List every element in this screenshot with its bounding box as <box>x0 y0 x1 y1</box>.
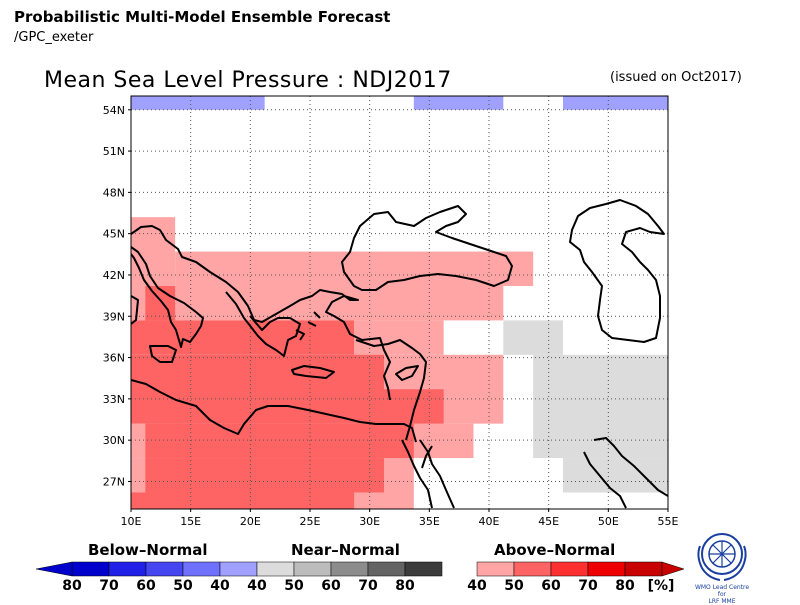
region-near-40 <box>562 458 668 493</box>
coastlines <box>131 199 668 509</box>
lon-tick-label: 10E <box>121 515 142 528</box>
lat-tick-label: 30N <box>103 434 125 447</box>
legend-swatch <box>293 561 332 577</box>
legend-swatch <box>513 561 552 577</box>
legend-swatch <box>587 561 626 577</box>
legend-swatch <box>145 561 184 577</box>
region-above-50 <box>131 492 355 509</box>
legend-above-label: 40 <box>467 578 487 594</box>
legend-below-title: Below–Normal <box>88 541 208 559</box>
coast-levant <box>355 339 427 441</box>
legend-swatch <box>108 561 147 577</box>
lon-tick-label: 50E <box>598 515 619 528</box>
lon-tick-label: 25E <box>300 515 321 528</box>
lat-tick-label: 42N <box>103 269 125 282</box>
legend-swatch <box>624 561 663 577</box>
lon-tick-label: 15E <box>180 515 201 528</box>
region-above-50 <box>131 320 355 355</box>
legend-below-label: 50 <box>173 578 193 594</box>
legend-swatch <box>182 561 221 577</box>
lon-tick-label: 40E <box>479 515 500 528</box>
legend-swatch <box>219 561 258 577</box>
legend-swatch <box>330 561 369 577</box>
coast-persian-gulf <box>583 437 668 509</box>
coast-sicily <box>149 345 177 363</box>
legend-above-label: 80 <box>615 578 635 594</box>
legend-below-label: 70 <box>99 578 119 594</box>
legend-swatch <box>367 561 406 577</box>
lat-tick-label: 54N <box>103 104 125 117</box>
coast-greece <box>225 291 301 357</box>
wmo-logo <box>690 526 754 598</box>
legend-near-label: 50 <box>284 578 304 594</box>
map-frame <box>130 95 669 510</box>
legend-near-title: Near–Normal <box>291 541 400 559</box>
legend-near-label: 80 <box>395 578 415 594</box>
coast-sardinia <box>131 295 139 325</box>
legend-arrow <box>661 561 685 577</box>
region-near-40 <box>533 354 668 459</box>
legend-near-label: 40 <box>247 578 267 594</box>
product-source: /GPC_exeter <box>14 30 94 45</box>
region-above-50 <box>145 458 384 493</box>
legend-swatch <box>550 561 589 577</box>
legend-swatch <box>476 561 515 577</box>
lon-tick-label: 45E <box>538 515 559 528</box>
lon-tick-label: 55E <box>658 515 679 528</box>
legend-below-label: 80 <box>62 578 82 594</box>
coast-italy <box>131 246 204 348</box>
region-near-40 <box>503 320 563 355</box>
lat-tick-label: 45N <box>103 228 125 241</box>
lat-tick-label: 33N <box>103 393 125 406</box>
legend-arrow <box>35 561 73 577</box>
lon-tick-label: 35E <box>419 515 440 528</box>
lat-tick-label: 51N <box>103 145 125 158</box>
legend-above-bar <box>476 561 685 577</box>
coast-red-sea <box>401 439 455 509</box>
legend-above-label: 70 <box>578 578 598 594</box>
axis-labels: 54N 51N 48N 45N 42N 39N 36N 33N 30N 27N 10E 15E 20E 2… <box>103 104 679 528</box>
legend-above-title: Above–Normal <box>494 541 616 559</box>
coast-north-africa <box>131 379 417 443</box>
legend-above-label: 60 <box>541 578 561 594</box>
coast-adriatic-east <box>131 225 391 401</box>
region-above-40 <box>354 320 444 355</box>
region-below-40 <box>413 96 504 110</box>
lon-tick-label: 20E <box>240 515 261 528</box>
legend-near-bar <box>256 561 443 577</box>
coast-cyprus <box>395 365 419 381</box>
legend-swatch <box>256 561 295 577</box>
lat-tick-label: 27N <box>103 475 125 488</box>
issued-date: (issued on Oct2017) <box>610 70 742 85</box>
legend-swatch <box>404 561 443 577</box>
lon-tick-label: 30E <box>359 515 380 528</box>
legend-unit: [%] <box>647 578 675 594</box>
legend-above-label: 50 <box>504 578 524 594</box>
map-title: Mean Sea Level Pressure : NDJ2017 <box>44 68 452 93</box>
coast-crete <box>291 365 335 379</box>
coast-black-sea <box>341 205 513 291</box>
probability-regions <box>131 96 668 509</box>
wmo-logo-caption: WMO Lead Centre for LRF MME <box>694 584 750 605</box>
region-above-50 <box>145 423 414 459</box>
coast-aegean-islands <box>295 311 321 341</box>
legend-below-label: 60 <box>136 578 156 594</box>
lat-tick-label: 36N <box>103 352 125 365</box>
legend-near-label: 70 <box>358 578 378 594</box>
product-title: Probabilistic Multi-Model Ensemble Forec… <box>14 8 391 26</box>
region-below-40 <box>562 96 668 110</box>
legend-below-bar <box>35 561 258 577</box>
legend-below-label: 40 <box>210 578 230 594</box>
region-below-40 <box>131 96 265 110</box>
lat-tick-label: 48N <box>103 186 125 199</box>
coast-caspian <box>569 199 665 343</box>
lat-tick-label: 39N <box>103 310 125 323</box>
legend-swatch <box>71 561 110 577</box>
legend-near-label: 60 <box>321 578 341 594</box>
graticule <box>131 96 668 509</box>
region-above-50 <box>145 285 176 321</box>
